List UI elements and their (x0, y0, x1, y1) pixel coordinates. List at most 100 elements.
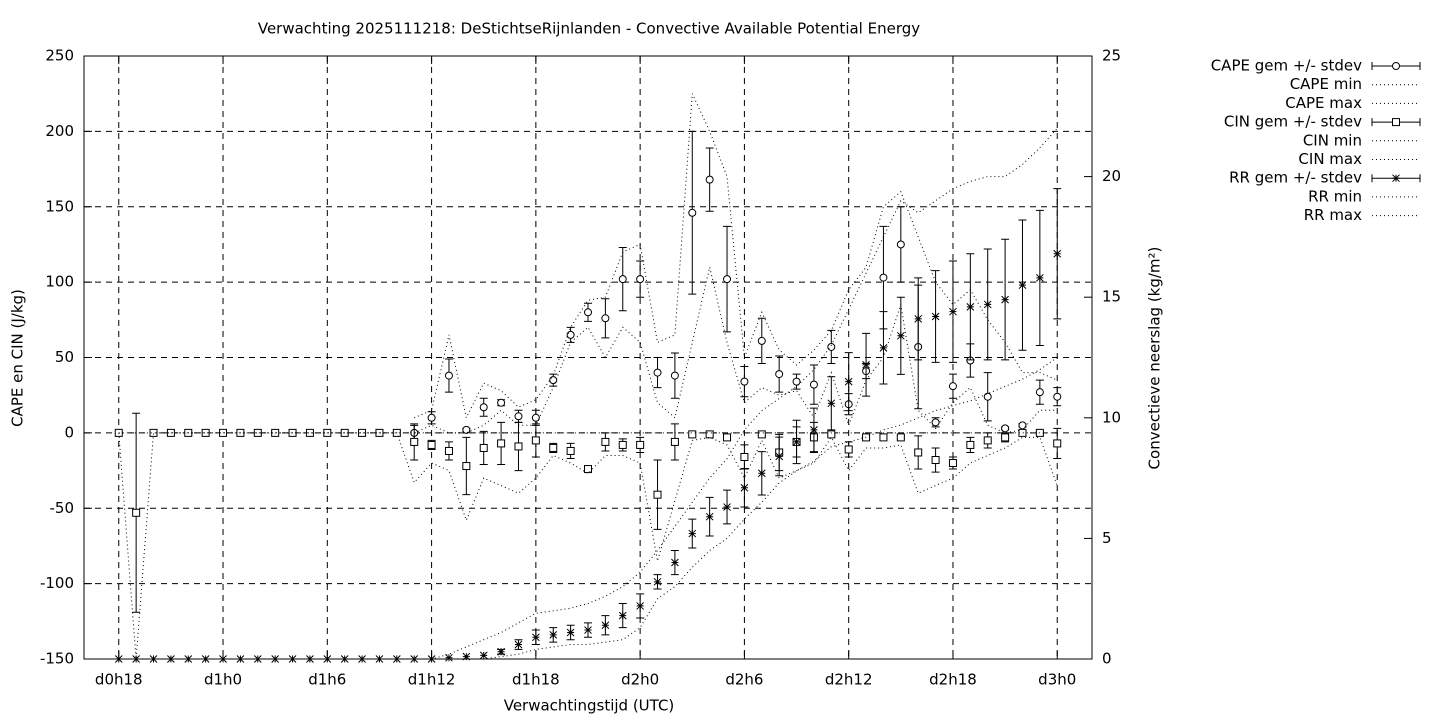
legend-label: CIN min (1303, 131, 1362, 149)
point (653, 368, 662, 377)
point (966, 440, 975, 449)
point (497, 647, 505, 656)
point (236, 655, 245, 663)
y-tick-label: 100 (45, 273, 74, 291)
point (653, 577, 662, 586)
point (914, 315, 923, 323)
point (931, 312, 940, 321)
x-tick-label: d1h18 (512, 671, 560, 689)
point (827, 399, 836, 408)
point (445, 653, 453, 662)
point (914, 448, 923, 457)
point (983, 300, 992, 309)
point (184, 655, 193, 663)
point (305, 428, 314, 437)
point (462, 425, 471, 434)
point (671, 558, 679, 567)
point (462, 652, 471, 661)
y2-tick-label: 10 (1102, 408, 1121, 426)
point (1001, 424, 1010, 433)
point (723, 275, 732, 284)
min-max-line (414, 93, 1058, 420)
point (636, 275, 645, 284)
point (740, 452, 749, 461)
point (636, 440, 645, 449)
point (479, 651, 488, 660)
y-tick-label: 200 (45, 122, 74, 140)
point (253, 428, 262, 437)
point (149, 655, 158, 663)
point (757, 469, 766, 478)
point (827, 430, 836, 439)
x-tick-label: d1h0 (204, 671, 242, 689)
point (1053, 439, 1062, 448)
point (757, 336, 766, 345)
point (114, 428, 123, 437)
point (879, 343, 888, 352)
point (1018, 428, 1027, 437)
legend-marker (1392, 62, 1400, 70)
point (253, 655, 262, 663)
legend-label: CIN max (1298, 150, 1362, 168)
point (775, 370, 784, 379)
point (358, 655, 366, 663)
point (688, 208, 697, 217)
point (340, 655, 349, 663)
legend-label: RR gem +/- stdev (1229, 169, 1362, 187)
y-axis-label: CAPE en CIN (J/kg) (9, 289, 27, 427)
point (618, 275, 627, 284)
point (1035, 428, 1044, 437)
point (948, 382, 957, 391)
point (879, 433, 888, 442)
legend-marker (1392, 174, 1400, 183)
point (809, 380, 818, 389)
point (514, 640, 523, 649)
point (549, 443, 558, 452)
point (531, 413, 540, 422)
x-tick-label: d3h0 (1038, 671, 1076, 689)
y2-tick-label: 15 (1102, 288, 1121, 306)
point (618, 611, 627, 620)
point (427, 413, 436, 422)
point (1036, 274, 1044, 282)
point (479, 403, 488, 412)
point (983, 392, 992, 401)
y-tick-label: -150 (40, 650, 74, 668)
point (514, 442, 523, 451)
point (844, 445, 853, 454)
point (584, 626, 592, 634)
chart-title: Verwachting 2025111218: DeStichtseRijnla… (258, 20, 920, 38)
y-tick-label: 150 (45, 197, 74, 215)
point (653, 490, 662, 499)
legend-label: CAPE max (1285, 94, 1362, 112)
point (896, 433, 905, 442)
x-tick-label: d1h6 (308, 671, 346, 689)
point (427, 440, 436, 449)
legend-label: RR max (1304, 206, 1362, 224)
x-tick-label: d2h12 (825, 671, 873, 689)
x-tick-label: d2h0 (621, 671, 659, 689)
y2-tick-label: 0 (1102, 650, 1112, 668)
point (444, 371, 453, 380)
point (497, 398, 506, 407)
point (1018, 281, 1027, 289)
point (948, 459, 957, 468)
y2-tick-label: 5 (1102, 529, 1112, 547)
y-tick-label: 250 (45, 47, 74, 65)
point (1053, 392, 1062, 401)
point (740, 483, 749, 492)
point (132, 655, 140, 663)
point (792, 377, 801, 386)
point (497, 439, 506, 448)
point (931, 418, 940, 427)
point (966, 302, 975, 311)
point (288, 655, 297, 663)
legend-marker (1392, 118, 1400, 127)
point (688, 529, 697, 538)
point (670, 371, 679, 380)
point (636, 602, 644, 610)
point (444, 446, 453, 455)
point (549, 631, 558, 639)
y-tick-label: 50 (55, 348, 74, 366)
